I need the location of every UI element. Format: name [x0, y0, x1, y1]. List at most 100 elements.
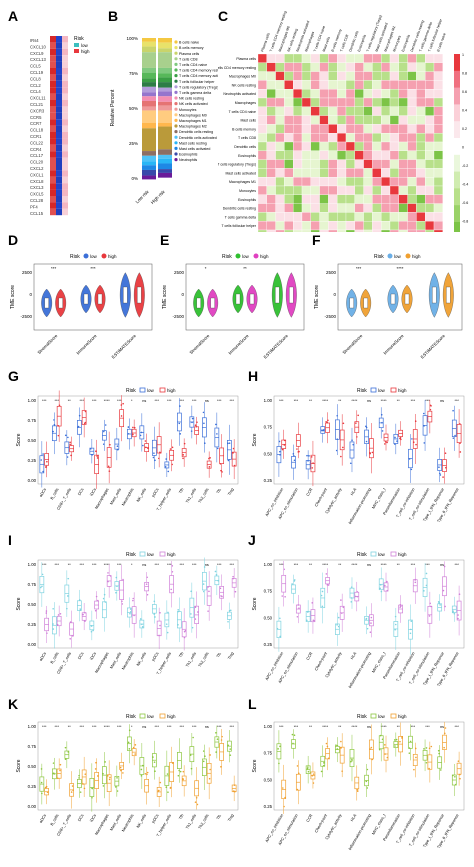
x-tick-label: ESTIMATEScore [111, 333, 138, 360]
data-point [140, 768, 143, 771]
correlation-cell [381, 97, 391, 107]
correlation-cell [293, 89, 303, 99]
correlation-cell [389, 185, 399, 195]
correlation-cell [407, 221, 417, 231]
data-point [95, 450, 97, 452]
correlation-cell [345, 185, 355, 195]
data-point [425, 572, 428, 575]
panel-label-i: I [8, 532, 12, 548]
stacked-bar-segment [142, 78, 156, 83]
significance-label: ns [205, 725, 209, 729]
legend-low: low [147, 552, 155, 557]
data-point [67, 577, 70, 580]
data-point [45, 785, 48, 788]
data-point [352, 443, 355, 446]
data-point [169, 787, 172, 789]
data-point [310, 456, 313, 458]
data-point [408, 458, 411, 460]
data-point [130, 611, 132, 613]
correlation-cell [293, 159, 303, 169]
correlation-cell [284, 53, 294, 63]
correlation-cell [319, 150, 329, 160]
correlation-cell [425, 177, 435, 187]
data-point [293, 455, 295, 457]
correlation-cell [407, 80, 417, 90]
correlation-cell [301, 177, 311, 187]
correlation-cell [425, 97, 435, 107]
data-point [134, 744, 137, 746]
heatmap-cell [56, 208, 62, 216]
correlation-cell [275, 106, 285, 116]
correlation-cell [398, 115, 408, 125]
gene-label: CCL17 [30, 153, 44, 158]
y-axis-label: Relative Percent [110, 89, 116, 126]
correlation-cell [416, 71, 426, 81]
x-tick-label: Mast_cells [109, 813, 123, 831]
correlation-cell [328, 221, 338, 231]
stacked-bar-segment [158, 149, 172, 155]
significance-label: **** [381, 399, 387, 403]
row-label: T cells gamma delta [225, 215, 256, 219]
data-point [216, 433, 218, 435]
data-point [350, 597, 353, 599]
correlation-cell [398, 71, 408, 81]
correlation-cell [345, 221, 355, 231]
correlation-cell [425, 62, 435, 72]
correlation-cell [389, 141, 399, 151]
violin-inner-box [249, 293, 255, 305]
correlation-cell [433, 168, 443, 178]
significance-label: *** [411, 725, 416, 729]
correlation-cell [301, 53, 311, 63]
data-point [393, 443, 396, 445]
column-label: Mast cells [322, 36, 331, 52]
heatmap-cell [62, 151, 68, 158]
data-point [177, 623, 179, 626]
significance-label: ** [309, 563, 312, 567]
significance-label: *** [92, 563, 97, 567]
significance-label: *** [411, 399, 416, 403]
x-tick-label: Tfh [177, 651, 184, 658]
correlation-cell [389, 80, 399, 90]
data-point [439, 474, 442, 476]
data-point [133, 426, 136, 429]
data-point [132, 599, 134, 602]
data-point [89, 448, 92, 450]
legend-swatch-low [83, 253, 89, 259]
data-point [140, 431, 143, 434]
data-point [278, 440, 281, 443]
data-point [40, 781, 43, 784]
correlation-cell [425, 159, 435, 169]
x-tick-label: DCs [76, 813, 84, 822]
data-point [56, 777, 59, 780]
data-point [326, 421, 328, 424]
data-point [52, 762, 55, 764]
color-scale-label: 0.8 [462, 71, 467, 75]
data-point [171, 570, 174, 573]
y-tick-label: 0.75 [264, 751, 273, 756]
data-point [325, 420, 327, 423]
data-point [327, 584, 330, 586]
data-point [459, 423, 461, 425]
correlation-cell [416, 194, 426, 204]
heatmap-cell [56, 61, 62, 68]
data-point [340, 612, 343, 614]
y-tick-label: 0 [29, 292, 32, 297]
correlation-cell [266, 194, 276, 204]
x-tick-label: Treg [226, 813, 234, 822]
data-point [178, 422, 181, 425]
stacked-bar-segment [142, 165, 156, 170]
correlation-cell [389, 62, 399, 72]
y-tick-label: 25% [129, 141, 138, 146]
heatmap-cell [50, 74, 56, 81]
correlation-cell [284, 115, 294, 125]
data-point [144, 440, 147, 442]
y-tick-label: 0 [333, 292, 336, 297]
x-tick-label: Th2_cells [197, 813, 210, 830]
correlation-cell [337, 177, 347, 187]
significance-label: *** [42, 725, 47, 729]
data-point [167, 791, 169, 793]
legend-entry: NK cells resting [179, 97, 204, 101]
correlation-cell [301, 106, 311, 116]
data-point [132, 597, 134, 600]
